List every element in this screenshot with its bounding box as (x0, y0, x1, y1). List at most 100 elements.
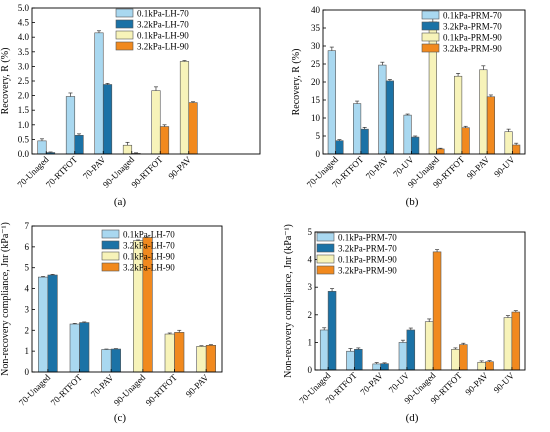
bar (411, 136, 420, 155)
x-tick-label: 70-Unaged (17, 372, 53, 408)
bar (74, 135, 84, 155)
bar (102, 84, 113, 155)
x-tick-label: 90-PAV (465, 154, 492, 181)
x-tick-label: 70-PAV (364, 154, 391, 181)
bar (504, 131, 513, 155)
bar (503, 317, 513, 371)
legend-label: 3.2kPa-PRM-90 (338, 266, 397, 276)
legend-label: 3.2kPa-PRM-70 (338, 244, 397, 254)
legend-swatch (316, 232, 335, 242)
bar (94, 32, 104, 155)
bar (477, 361, 486, 371)
legend-swatch (101, 229, 120, 239)
y-tick-label: 1.5 (18, 105, 30, 115)
bar (110, 348, 121, 373)
legend-label: 3.2kPa-PRM-90 (443, 44, 502, 54)
x-tick-label: 90-PAV (166, 154, 193, 181)
bar (205, 345, 216, 373)
legend-label: 0.1kPa-PRM-70 (443, 11, 502, 21)
y-tick-label: 0.0 (18, 149, 30, 159)
y-tick-label: 5 (308, 227, 313, 237)
bar (37, 140, 47, 155)
chart-a: Recovery, R (%) 0.0 0.5 1.0 1.5 2.0 2.5 3.0 3.5 4… (0, 3, 261, 190)
legend-label: 3.2kPa-PRM-70 (443, 22, 502, 32)
bar (428, 21, 437, 155)
y-tick-label: 4 (25, 284, 30, 294)
bar (179, 61, 190, 155)
y-axis-label: Non-recovery compliance, Jnr (kPa⁻¹) (283, 224, 294, 378)
y-tick-label: 0 (25, 367, 30, 377)
x-tick-label: 70-PAV (89, 372, 116, 399)
legend-label: 0.1kPa-PRM-70 (338, 233, 397, 243)
x-tick-label: 70-RTFOT (49, 372, 85, 408)
legend-swatch (421, 10, 440, 20)
plot-frame (314, 231, 526, 371)
legend-swatch (115, 19, 134, 29)
panel-label-c: (c) (113, 412, 127, 424)
y-tick-label: 6 (25, 242, 30, 252)
bar (451, 349, 460, 371)
bar (47, 274, 58, 373)
x-tick-label: 70-UV (387, 370, 412, 395)
legend-swatch (101, 262, 120, 272)
y-tick-label: 10 (311, 113, 321, 123)
x-tick-label: 90-Unaged (112, 372, 148, 408)
x-tick-label: 70-RTFOT (44, 154, 80, 190)
y-tick-label: 2 (308, 310, 313, 320)
bar (511, 311, 521, 371)
x-tick-label: 70-PAV (81, 154, 108, 181)
legend-swatch (421, 43, 440, 53)
bar (436, 148, 445, 155)
bar (406, 329, 416, 371)
y-tick-label: 5 (25, 263, 30, 273)
bar (188, 102, 198, 155)
x-tick-label: 90-RTFOT (144, 372, 180, 408)
bar (403, 114, 412, 155)
bar (459, 344, 468, 371)
bar (360, 128, 369, 155)
legend-swatch (115, 30, 134, 40)
bar (151, 90, 161, 155)
panel-label-b: (b) (405, 196, 419, 208)
legend-label: 3.2kPa-LH-70 (137, 20, 189, 30)
y-tick-label: 20 (311, 77, 321, 87)
bar (101, 349, 112, 373)
bar (354, 349, 363, 371)
bar (122, 144, 133, 155)
bar (335, 140, 344, 155)
y-tick-label: 0 (316, 149, 321, 159)
bar (485, 361, 494, 371)
legend-label: 3.2kPa-LH-90 (123, 263, 175, 273)
bar (196, 346, 207, 373)
bar (432, 251, 442, 371)
legend-label: 0.1kPa-LH-90 (137, 31, 189, 41)
y-tick-label: 4 (308, 255, 313, 265)
bar (79, 322, 90, 373)
bar (385, 80, 394, 155)
x-tick-label: 90-UV (492, 370, 517, 395)
y-axis-label: Recovery, R (%) (0, 48, 11, 115)
y-tick-label: 2 (25, 325, 30, 335)
legend-swatch (115, 41, 134, 51)
y-tick-label: 2.5 (18, 76, 30, 86)
y-tick-label: 15 (311, 95, 321, 105)
y-tick-label: 40 (311, 5, 321, 15)
legend-label: 3.2kPa-LH-90 (137, 42, 189, 52)
panel-label-a: (a) (113, 196, 127, 208)
x-tick-label: 90-UV (492, 154, 517, 179)
legend-swatch (115, 8, 134, 18)
y-tick-label: 7 (25, 221, 30, 231)
y-tick-label: 3 (308, 282, 313, 292)
y-tick-label: 4.5 (18, 18, 30, 28)
y-tick-label: 4.0 (18, 32, 30, 42)
bar (319, 329, 329, 371)
x-tick-label: 90-PAV (463, 370, 490, 397)
y-tick-label: 5 (316, 131, 321, 141)
y-tick-label: 3.5 (18, 47, 30, 57)
bar (486, 96, 495, 155)
plot-frame (31, 225, 223, 373)
bar (327, 50, 336, 155)
legend-label: 3.2kPa-LH-70 (123, 241, 175, 251)
panel-label-d: (d) (405, 412, 419, 424)
